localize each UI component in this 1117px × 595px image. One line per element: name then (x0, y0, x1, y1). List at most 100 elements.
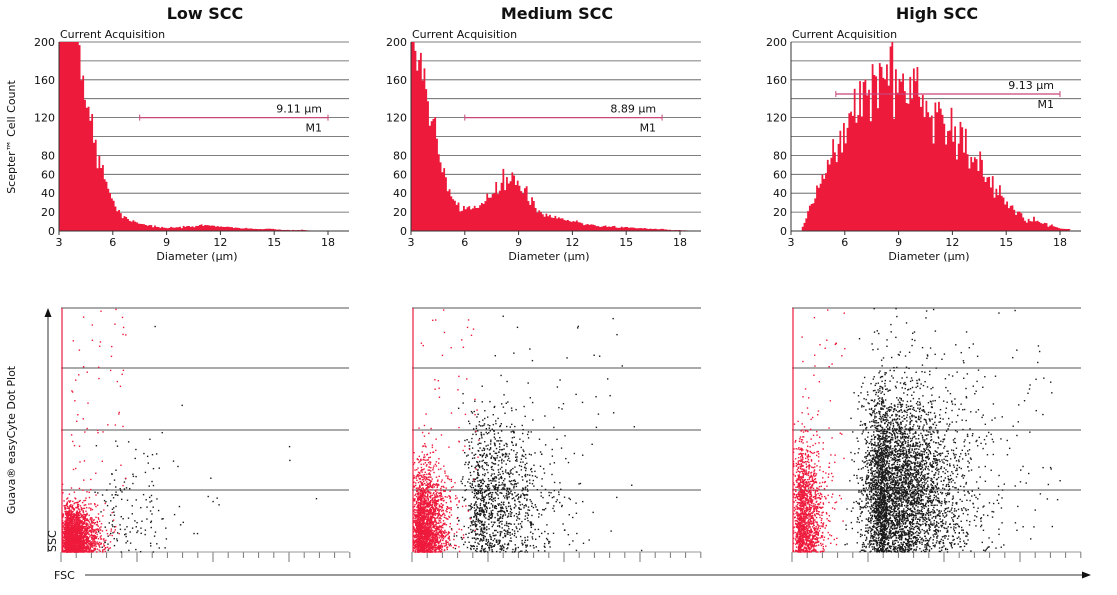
data-point (109, 541, 112, 543)
data-point (414, 515, 416, 517)
data-point (506, 488, 509, 490)
data-point (489, 534, 491, 536)
data-point (488, 432, 490, 434)
data-point (77, 550, 79, 552)
data-point (517, 546, 520, 549)
data-point (476, 460, 478, 463)
data-point (541, 485, 543, 487)
data-point (97, 513, 100, 515)
data-point (490, 482, 493, 484)
data-point (67, 541, 70, 544)
data-point (511, 533, 514, 535)
y-tick-label: 80 (41, 149, 55, 162)
data-point (81, 526, 84, 528)
data-point (575, 549, 578, 552)
data-point (520, 465, 523, 468)
data-point (79, 516, 81, 519)
data-point (457, 407, 460, 410)
histogram-bars (59, 42, 339, 231)
data-point (532, 479, 535, 482)
data-point (78, 445, 81, 447)
data-point (73, 491, 76, 493)
data-point (73, 541, 75, 543)
data-point (478, 509, 481, 512)
data-point (416, 512, 419, 514)
data-point (120, 498, 123, 501)
data-point (489, 517, 491, 519)
data-point (111, 524, 113, 526)
data-point (483, 504, 485, 507)
data-point (448, 537, 451, 539)
data-point (508, 528, 510, 530)
data-point (83, 550, 86, 552)
data-point (473, 470, 475, 473)
data-point (425, 413, 427, 415)
data-point (66, 526, 68, 529)
data-point (434, 319, 437, 321)
data-point (117, 494, 119, 496)
data-point (513, 534, 516, 537)
y-tick-label: 80 (393, 149, 407, 162)
data-point (426, 489, 429, 491)
chart-title: Medium SCC (501, 4, 613, 23)
data-point (85, 518, 88, 521)
data-point (475, 525, 478, 527)
data-point (522, 449, 524, 451)
data-point (71, 505, 73, 508)
data-point (118, 411, 120, 414)
data-point (455, 535, 458, 537)
data-point (440, 521, 442, 524)
data-point (543, 509, 545, 511)
data-point (65, 533, 68, 536)
data-point (526, 488, 529, 490)
data-point (66, 537, 69, 540)
data-point (86, 527, 88, 530)
data-point (76, 539, 79, 541)
data-point (468, 478, 470, 480)
data-point (66, 535, 68, 538)
data-point (479, 490, 482, 492)
data-point (465, 461, 467, 464)
data-point (501, 454, 504, 457)
data-point (481, 540, 484, 542)
data-point (497, 494, 499, 496)
data-point (82, 518, 85, 520)
data-point (149, 501, 151, 503)
data-point (446, 546, 449, 548)
y-tick-label: 40 (41, 187, 55, 200)
data-point (507, 522, 510, 525)
data-point (62, 545, 65, 548)
data-point (476, 506, 478, 508)
data-point (98, 549, 100, 551)
data-point (526, 480, 528, 483)
data-point (525, 504, 527, 506)
data-point (126, 540, 129, 542)
data-point (418, 427, 420, 429)
data-point (492, 423, 495, 426)
data-point (519, 550, 522, 552)
data-point (104, 546, 107, 549)
data-point (533, 464, 535, 466)
data-point (65, 548, 68, 551)
data-point (68, 531, 70, 534)
data-point (483, 524, 485, 527)
data-point (518, 496, 520, 498)
data-point (89, 548, 92, 550)
data-point (91, 544, 93, 547)
data-point (102, 549, 104, 551)
data-point (111, 511, 113, 514)
data-point (472, 486, 475, 489)
data-point (522, 461, 524, 463)
data-point (85, 524, 88, 526)
data-point (480, 435, 483, 437)
data-point (517, 497, 520, 499)
data-point (456, 531, 458, 533)
data-point (69, 521, 72, 523)
data-point (557, 491, 560, 493)
data-point (89, 546, 91, 549)
data-point (496, 525, 499, 527)
data-point (521, 550, 523, 552)
